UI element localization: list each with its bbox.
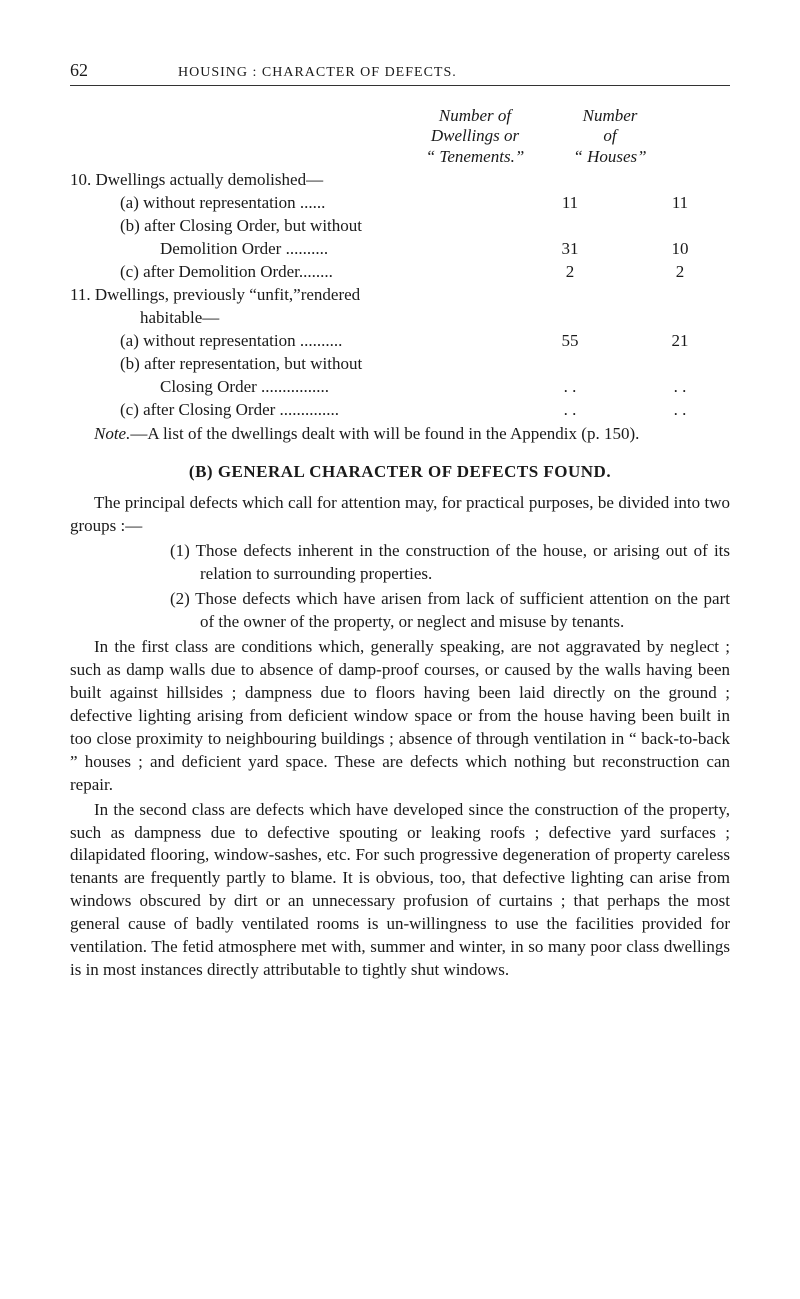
spacer (510, 353, 630, 376)
spacer (630, 353, 730, 376)
item11-a-v1: 55 (510, 330, 630, 353)
item10-b-line2: Demolition Order .......... 31 10 (70, 238, 730, 261)
page-number: 62 (70, 60, 88, 81)
col1-line2: Dwellings or (400, 126, 550, 146)
page-header: 62 HOUSING : CHARACTER OF DEFECTS. (70, 60, 730, 86)
section-heading: (B) GENERAL CHARACTER OF DEFECTS FOUND. (70, 462, 730, 482)
item11-c-label: (c) after Closing Order .............. (70, 399, 510, 422)
item10-a: (a) without representation ...... 11 11 (70, 192, 730, 215)
item10-title: 10. Dwellings actually demolished— (70, 169, 730, 192)
para3: In the second class are defects which ha… (70, 799, 730, 983)
col1-line3: “ Tenements.” (400, 147, 550, 167)
item11-title-line2: habitable— (70, 307, 730, 330)
item10-c-v2: 2 (630, 261, 730, 284)
list-item-1: (1) Those defects inherent in the constr… (70, 540, 730, 586)
note-text: —A list of the dwellings dealt with will… (130, 424, 639, 443)
item10-a-v2: 11 (630, 192, 730, 215)
item11-b-label: (b) after representation, but without (70, 353, 510, 376)
item11-a-v2: 21 (630, 330, 730, 353)
item10-b-label2: Demolition Order .......... (70, 238, 510, 261)
item11-b-v2: . . (630, 376, 730, 399)
item10-c: (c) after Demolition Order........ 2 2 (70, 261, 730, 284)
col2-line3: “ Houses” (550, 147, 670, 167)
table-header: Number of Dwellings or “ Tenements.” Num… (400, 106, 730, 167)
item10-b-line1: (b) after Closing Order, but without (70, 215, 730, 238)
para1: The principal defects which call for att… (70, 492, 730, 538)
item10-a-v1: 11 (510, 192, 630, 215)
item11-b-line2: Closing Order ................ . . . . (70, 376, 730, 399)
col1-line1: Number of (400, 106, 550, 126)
item11-c-v2: . . (630, 399, 730, 422)
item10-c-label: (c) after Demolition Order........ (70, 261, 510, 284)
item10-b-v2: 10 (630, 238, 730, 261)
item11-b-v1: . . (510, 376, 630, 399)
list-item-2: (2) Those defects which have arisen from… (70, 588, 730, 634)
table-header-col2: Number of “ Houses” (550, 106, 670, 167)
item11-b-label2: Closing Order ................ (70, 376, 510, 399)
item11-title-line1: 11. Dwellings, previously “unfit,”render… (70, 284, 730, 307)
table-header-col1: Number of Dwellings or “ Tenements.” (400, 106, 550, 167)
note-label: Note. (94, 424, 130, 443)
item11-c-v1: . . (510, 399, 630, 422)
para2: In the first class are conditions which,… (70, 636, 730, 797)
item11-b-line1: (b) after representation, but without (70, 353, 730, 376)
col2-line2: of (550, 126, 670, 146)
item10-a-label: (a) without representation ...... (70, 192, 510, 215)
item10-c-v1: 2 (510, 261, 630, 284)
item11-a: (a) without representation .......... 55… (70, 330, 730, 353)
item11-a-label: (a) without representation .......... (70, 330, 510, 353)
item10-b-v1: 31 (510, 238, 630, 261)
col2-line1: Number (550, 106, 670, 126)
item10-b-label: (b) after Closing Order, but without (70, 215, 510, 238)
running-title: HOUSING : CHARACTER OF DEFECTS. (178, 65, 457, 81)
spacer (630, 215, 730, 238)
spacer (510, 215, 630, 238)
note-line: Note.—A list of the dwellings dealt with… (70, 423, 730, 446)
item11-c: (c) after Closing Order .............. .… (70, 399, 730, 422)
